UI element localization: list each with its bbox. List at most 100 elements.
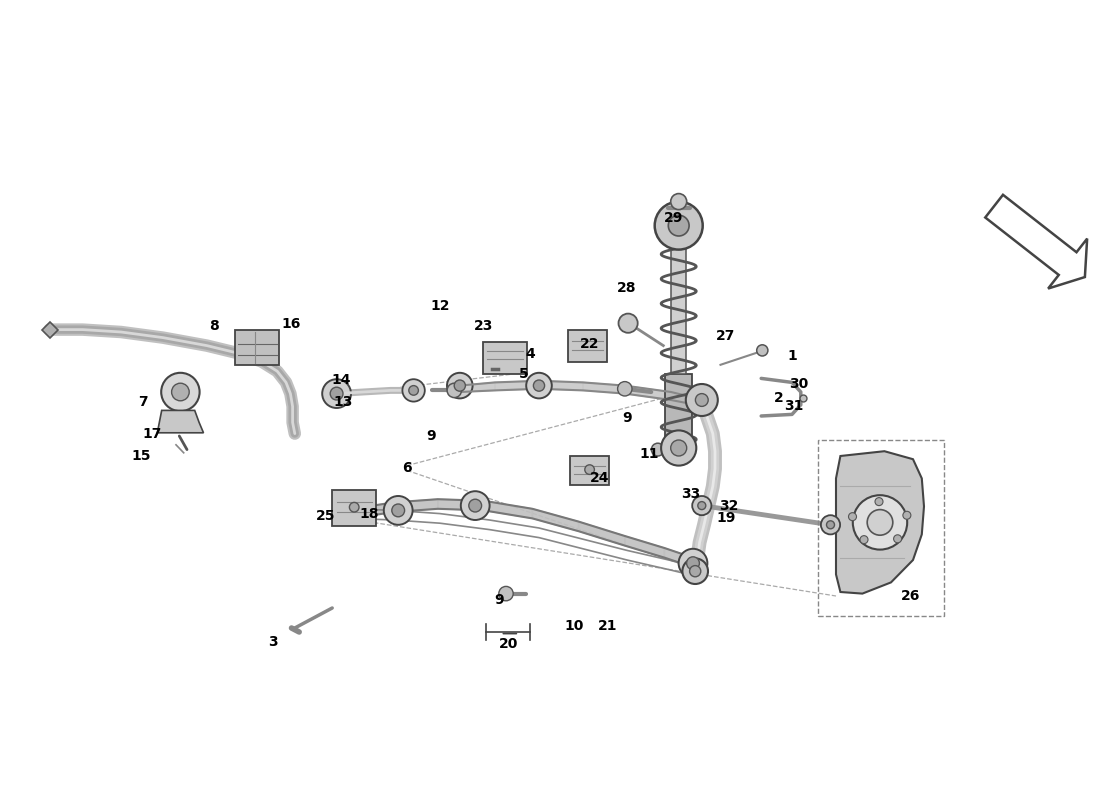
Circle shape	[671, 440, 686, 456]
Circle shape	[651, 443, 664, 456]
Circle shape	[447, 383, 462, 398]
Circle shape	[585, 465, 594, 474]
Polygon shape	[579, 522, 625, 546]
Circle shape	[534, 380, 544, 391]
Circle shape	[874, 498, 883, 506]
Circle shape	[686, 557, 700, 570]
Polygon shape	[460, 382, 495, 392]
Text: 28: 28	[617, 281, 637, 295]
Circle shape	[690, 566, 701, 577]
Text: 16: 16	[282, 317, 301, 331]
Text: 27: 27	[716, 329, 736, 343]
Circle shape	[162, 373, 199, 411]
Circle shape	[618, 314, 638, 333]
Circle shape	[454, 380, 465, 391]
Polygon shape	[625, 386, 671, 400]
Circle shape	[860, 536, 868, 544]
Text: 1: 1	[788, 349, 796, 363]
Circle shape	[685, 384, 718, 416]
Circle shape	[409, 386, 418, 395]
Circle shape	[654, 202, 703, 250]
Text: 10: 10	[564, 618, 584, 633]
Polygon shape	[666, 374, 692, 458]
Text: 33: 33	[681, 487, 701, 502]
Text: 15: 15	[131, 449, 151, 463]
Circle shape	[322, 379, 351, 408]
Polygon shape	[332, 490, 376, 526]
Polygon shape	[352, 502, 394, 518]
Circle shape	[867, 510, 893, 535]
Polygon shape	[671, 246, 686, 374]
Polygon shape	[532, 509, 579, 531]
Polygon shape	[495, 381, 539, 390]
Text: 21: 21	[597, 618, 617, 633]
Polygon shape	[483, 342, 527, 374]
Polygon shape	[568, 330, 607, 362]
Text: 2: 2	[774, 391, 783, 406]
Text: 8: 8	[210, 319, 219, 334]
Circle shape	[669, 215, 689, 236]
Polygon shape	[570, 456, 609, 485]
Circle shape	[469, 499, 482, 512]
Circle shape	[498, 586, 514, 601]
Text: 9: 9	[427, 429, 436, 443]
Polygon shape	[625, 536, 664, 558]
Text: 24: 24	[590, 471, 609, 486]
Circle shape	[617, 382, 632, 396]
Circle shape	[852, 495, 907, 550]
Text: 14: 14	[331, 373, 351, 387]
Polygon shape	[157, 410, 204, 433]
Circle shape	[403, 379, 425, 402]
Text: 29: 29	[663, 210, 683, 225]
Circle shape	[903, 511, 911, 519]
Polygon shape	[235, 330, 279, 365]
Circle shape	[692, 496, 712, 515]
Polygon shape	[671, 392, 704, 406]
Circle shape	[172, 383, 189, 401]
Polygon shape	[583, 382, 625, 394]
Circle shape	[697, 502, 706, 510]
Text: 12: 12	[430, 298, 450, 313]
Text: 32: 32	[719, 498, 739, 513]
Text: 23: 23	[474, 319, 494, 334]
Polygon shape	[539, 381, 583, 390]
Text: 9: 9	[495, 593, 504, 607]
Text: 17: 17	[142, 426, 162, 441]
Text: 30: 30	[789, 377, 808, 391]
Text: 7: 7	[139, 394, 147, 409]
Text: 5: 5	[519, 366, 528, 381]
Text: 31: 31	[784, 399, 804, 414]
Circle shape	[695, 394, 708, 406]
Circle shape	[392, 504, 405, 517]
Polygon shape	[484, 501, 532, 518]
Circle shape	[384, 496, 412, 525]
Polygon shape	[836, 451, 924, 594]
Text: 19: 19	[716, 511, 736, 526]
Circle shape	[893, 534, 902, 542]
Polygon shape	[986, 194, 1087, 289]
Circle shape	[848, 513, 857, 521]
Circle shape	[826, 521, 835, 529]
Circle shape	[461, 491, 490, 520]
Polygon shape	[664, 548, 695, 568]
Circle shape	[682, 558, 708, 584]
Circle shape	[350, 502, 359, 512]
Circle shape	[661, 430, 696, 466]
Text: 20: 20	[498, 637, 518, 651]
Polygon shape	[394, 499, 438, 512]
Text: 4: 4	[526, 346, 535, 361]
Text: 25: 25	[316, 509, 336, 523]
Circle shape	[821, 515, 840, 534]
Circle shape	[757, 345, 768, 356]
Circle shape	[330, 387, 343, 400]
Text: 11: 11	[639, 447, 659, 462]
Circle shape	[447, 373, 473, 398]
Text: 9: 9	[623, 410, 631, 425]
Text: 26: 26	[901, 589, 921, 603]
Text: 6: 6	[403, 461, 411, 475]
Text: 18: 18	[360, 506, 379, 521]
Text: 13: 13	[333, 395, 353, 410]
Polygon shape	[438, 499, 484, 510]
Circle shape	[679, 549, 707, 578]
Circle shape	[526, 373, 552, 398]
